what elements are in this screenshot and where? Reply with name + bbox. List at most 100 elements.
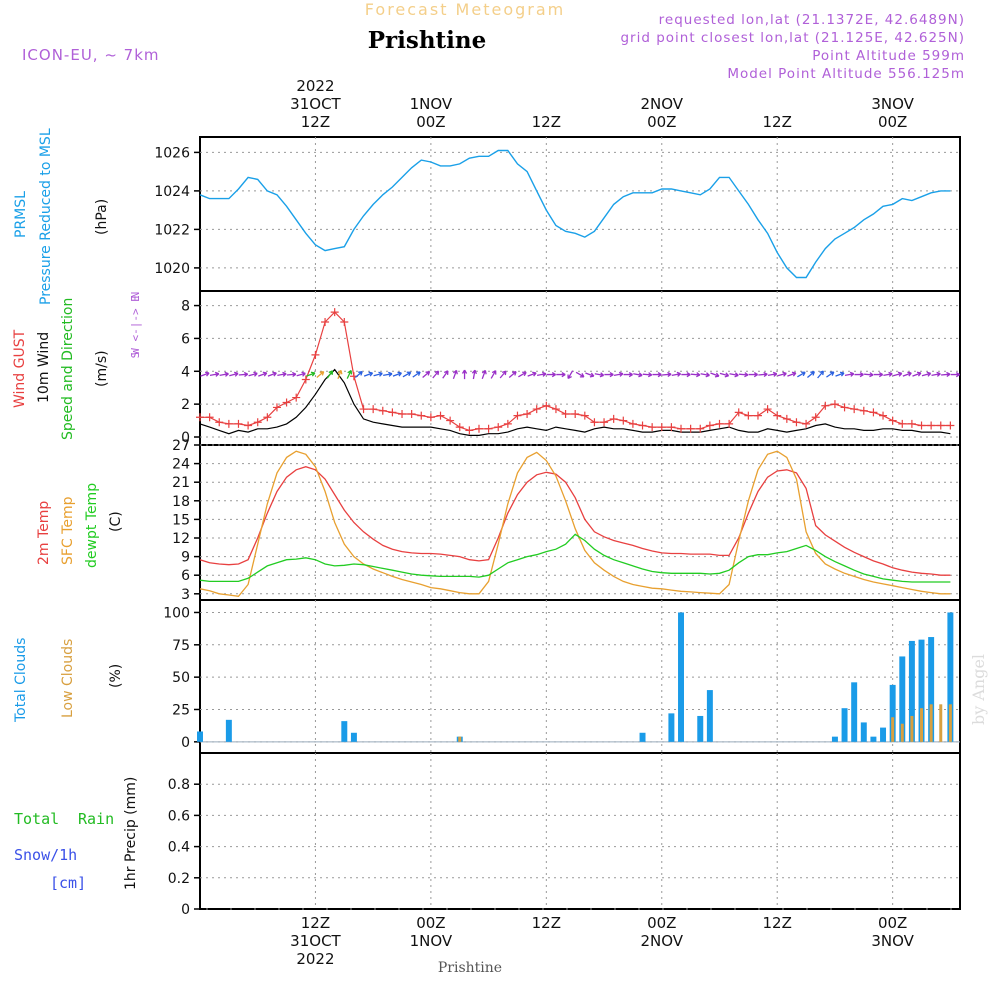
gust-marker bbox=[715, 419, 724, 428]
low-cloud-bar bbox=[929, 704, 933, 742]
wind-arrow bbox=[787, 371, 797, 377]
wind-arrow bbox=[508, 371, 517, 378]
panel-3: 3 6 9 12 15 18 21 24 27 2m Temp SFC Temp dewpt Temp… bbox=[36, 438, 961, 603]
panel-1: 1020 1022 1024 1026 PRMSL Pressure Reduced to… bbox=[13, 128, 961, 305]
wind-arrow bbox=[452, 369, 458, 380]
prmsl-label: PRMSL bbox=[13, 191, 29, 238]
gust-marker bbox=[773, 411, 782, 420]
top-time-label: 12Z bbox=[763, 113, 792, 131]
wind-arrow bbox=[527, 371, 537, 377]
y-tick-label: 0 bbox=[181, 902, 190, 918]
wind-arrow bbox=[402, 371, 412, 378]
y-tick-label: 18 bbox=[172, 494, 190, 510]
y-tick-label: 1022 bbox=[154, 222, 190, 238]
top-time-label: 00Z bbox=[878, 113, 907, 131]
y-tick-label: 8 bbox=[181, 299, 190, 315]
top-time-label: 00Z bbox=[416, 113, 445, 131]
gust-marker bbox=[619, 416, 628, 425]
gust-marker bbox=[369, 405, 378, 414]
wind-arrow bbox=[258, 371, 268, 377]
gust-marker bbox=[359, 405, 368, 414]
pct-label: (%) bbox=[108, 664, 124, 688]
temp-labels: 2m Temp SFC Temp dewpt Temp (C) bbox=[36, 483, 124, 568]
wind-arrow bbox=[316, 371, 325, 378]
gust-marker bbox=[859, 406, 868, 415]
footer-location: Prishtine bbox=[438, 960, 502, 976]
y-tick-label: 12 bbox=[172, 531, 190, 547]
y-tick-label: 0 bbox=[181, 735, 190, 751]
gust-marker bbox=[744, 411, 753, 420]
y-tick-label: 1026 bbox=[154, 145, 190, 161]
wind-arrow bbox=[671, 371, 682, 377]
total-cloud-bar bbox=[870, 736, 877, 742]
wind-arrow bbox=[844, 371, 855, 377]
wind-arrow bbox=[326, 370, 334, 379]
wind-arrow bbox=[642, 372, 653, 378]
gust-marker bbox=[946, 421, 955, 430]
total-cloud-bar bbox=[918, 639, 925, 742]
y-tick-label: 27 bbox=[172, 438, 190, 454]
y-tick-label: 9 bbox=[181, 550, 190, 566]
total-cloud-bar bbox=[225, 719, 232, 742]
wind-arrow bbox=[209, 371, 220, 377]
wind-arrow bbox=[575, 371, 585, 378]
wind-arrow bbox=[354, 371, 363, 378]
panel-frame bbox=[199, 444, 961, 601]
gust-marker bbox=[571, 410, 580, 418]
panel-2: 0 2 4 6 8 Wind GUST 10m Wind Speed and Directio… bbox=[12, 290, 961, 446]
top-time-label: 3NOV bbox=[871, 95, 914, 113]
gust-marker bbox=[802, 419, 811, 428]
total-cloud-bar bbox=[860, 722, 867, 742]
compass-s: S bbox=[129, 352, 142, 359]
wind-arrow bbox=[490, 370, 497, 379]
gust-marker bbox=[484, 424, 493, 433]
bottom-time-label: 2NOV bbox=[640, 932, 683, 950]
wind-arrow bbox=[633, 372, 643, 378]
gust-marker bbox=[609, 414, 618, 423]
gust-marker bbox=[503, 419, 512, 428]
wind-arrow bbox=[758, 371, 768, 378]
total-cloud-bar bbox=[697, 715, 704, 742]
y-tick-label: 2 bbox=[181, 397, 190, 413]
gust-marker bbox=[907, 419, 916, 428]
wind-arrow bbox=[777, 371, 787, 377]
low-clouds-label: Low Clouds bbox=[60, 639, 76, 718]
gust-marker bbox=[426, 413, 435, 422]
low-cloud-bar bbox=[458, 736, 462, 742]
grid-coords: grid point closest lon,lat (21.125E, 42.… bbox=[620, 30, 965, 46]
wind-arrow bbox=[392, 371, 402, 377]
gust-marker bbox=[417, 411, 426, 420]
bottom-time-label: 00Z bbox=[416, 914, 445, 932]
total-cloud-bar bbox=[831, 736, 838, 742]
gust-marker bbox=[388, 408, 397, 417]
gust-marker bbox=[869, 408, 878, 417]
wind-arrow bbox=[248, 371, 258, 377]
wind-arrow bbox=[296, 371, 306, 377]
gust-marker bbox=[321, 318, 330, 326]
gust-marker bbox=[340, 318, 349, 326]
total-cloud-bar bbox=[841, 708, 848, 742]
wind-arrow bbox=[873, 371, 884, 378]
gust-marker bbox=[244, 421, 253, 430]
low-cloud-bar bbox=[920, 708, 924, 742]
wind-arrow bbox=[941, 371, 951, 378]
wind-arrow bbox=[700, 372, 710, 378]
celsius-label: (C) bbox=[108, 511, 124, 532]
y-tick-label: 0.4 bbox=[168, 840, 190, 856]
gust-marker bbox=[879, 411, 888, 420]
gust-marker bbox=[936, 421, 945, 430]
wind-arrow bbox=[652, 371, 662, 378]
bottom-time-label: 00Z bbox=[647, 914, 676, 932]
wind-arrow bbox=[681, 371, 691, 378]
wind-arrow bbox=[623, 371, 633, 378]
y-tick-label: 6 bbox=[181, 568, 190, 584]
panel-frame bbox=[199, 290, 961, 446]
wind-arrow bbox=[864, 372, 874, 378]
wind-arrow bbox=[277, 371, 287, 377]
y-tick-label: 25 bbox=[172, 702, 190, 718]
wind-arrow bbox=[518, 371, 527, 378]
y-tick-label: 4 bbox=[181, 364, 190, 380]
